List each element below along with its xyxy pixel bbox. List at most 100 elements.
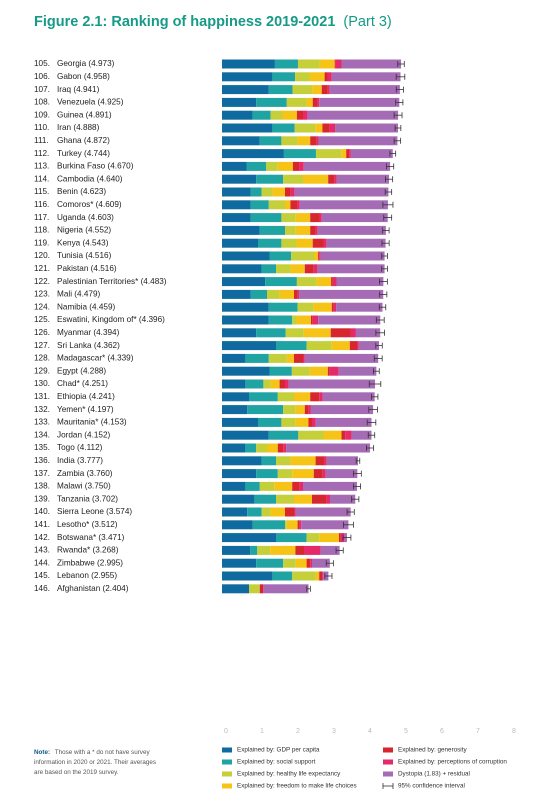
- bar-segment: [268, 85, 293, 95]
- bar-segment: [333, 302, 337, 312]
- bar-segment: [285, 225, 296, 235]
- rank-label: 140.: [34, 507, 50, 516]
- bar-segment: [326, 238, 386, 248]
- bar-segment: [269, 251, 292, 261]
- bar-segment: [324, 456, 327, 466]
- error-bar: [375, 317, 385, 323]
- rank-label: 137.: [34, 469, 50, 478]
- category-label: Iraq (4.941): [57, 85, 100, 94]
- bar-segment: [296, 277, 317, 287]
- bar-segment: [222, 289, 251, 299]
- bar-segment: [345, 430, 352, 440]
- bar-segment: [277, 443, 284, 453]
- bar-segment: [222, 494, 255, 504]
- legend-label: Explained by: social support: [237, 759, 316, 766]
- bar-segment: [283, 149, 316, 159]
- bar-segment: [246, 161, 267, 171]
- bar-segment: [252, 520, 285, 530]
- bar-segment: [298, 430, 324, 440]
- bar-segment: [222, 353, 246, 363]
- bar-segment: [222, 123, 273, 133]
- x-tick-label: 2: [296, 728, 300, 735]
- legend-label: Explained by: perceptions of corruption: [398, 759, 507, 766]
- error-bar: [368, 381, 382, 387]
- rank-label: 118.: [34, 226, 49, 235]
- bar-segment: [299, 161, 304, 171]
- rank-label: 132.: [34, 405, 50, 414]
- bar-segment: [254, 494, 276, 504]
- bar-segment: [312, 417, 316, 427]
- bar-segment: [222, 149, 284, 159]
- bar-segment: [257, 545, 271, 555]
- bar-segment: [272, 187, 285, 197]
- bar-segment: [310, 136, 317, 146]
- bar-segment: [256, 328, 286, 338]
- bar-segment: [247, 405, 284, 415]
- category-label: Egypt (4.288): [57, 366, 106, 375]
- bar-segment: [222, 97, 257, 107]
- error-bar: [351, 496, 360, 503]
- error-bar: [355, 457, 361, 464]
- category-label: Myanmar (4.394): [57, 328, 120, 337]
- rank-label: 110.: [34, 123, 49, 132]
- bar-segment: [259, 481, 275, 491]
- bar-segment: [269, 366, 292, 376]
- bar-segment: [279, 379, 285, 389]
- bar-segment: [222, 302, 269, 312]
- bar-segment: [292, 571, 316, 581]
- legend-label: Dystopia (1.83) + residual: [398, 771, 470, 778]
- error-bar: [352, 483, 362, 490]
- rank-label: 146.: [34, 584, 50, 593]
- bar-segment: [291, 251, 315, 261]
- bar-segment: [309, 366, 328, 376]
- bar-segment: [222, 264, 262, 274]
- category-label: Namibia (4.459): [57, 302, 116, 311]
- x-tick-label: 7: [476, 728, 480, 735]
- bar-segment: [222, 225, 260, 235]
- bar-segment: [279, 289, 294, 299]
- bar-segment: [319, 251, 321, 261]
- bar-segment: [286, 520, 298, 530]
- bar-segment: [294, 187, 389, 197]
- bar-segment: [318, 251, 320, 261]
- bar-segment: [270, 110, 283, 120]
- error-bar: [378, 304, 387, 311]
- bar-segment: [299, 481, 303, 491]
- x-tick-label: 0: [224, 728, 228, 735]
- bar-segment: [295, 417, 309, 427]
- bar-segment: [294, 494, 312, 504]
- bar-segment: [222, 417, 258, 427]
- bar-segment: [222, 456, 262, 466]
- bar-segment: [304, 264, 314, 274]
- rank-label: 125.: [34, 315, 50, 324]
- bar-segment: [276, 264, 291, 274]
- bar-segment: [312, 315, 319, 325]
- bar-segment: [308, 405, 311, 415]
- category-label: Ethiopia (4.241): [57, 392, 115, 401]
- bar-segment: [320, 251, 385, 261]
- note-line: information in 2020 or 2021. Their avera…: [34, 759, 156, 766]
- category-label: Chad* (4.251): [57, 379, 108, 388]
- legend-label: Explained by: freedom to make life choic…: [237, 783, 357, 790]
- category-label: Ghana (4.872): [57, 136, 110, 145]
- bar-segment: [250, 289, 267, 299]
- chart-title-group: Figure 2.1: Ranking of happiness 2019-20…: [34, 14, 392, 30]
- bar-segment: [222, 277, 266, 287]
- bar-segment: [327, 366, 330, 376]
- bar-segment: [283, 558, 296, 568]
- category-label: Gabon (4.958): [57, 72, 110, 81]
- bar-segment: [310, 315, 313, 325]
- category-label: Afghanistan (2.404): [57, 584, 129, 593]
- bar-segment: [307, 110, 399, 120]
- category-label: Rwanda* (3.268): [57, 546, 119, 555]
- bar-segment: [263, 584, 309, 594]
- rank-label: 130.: [34, 379, 50, 388]
- category-label: Comoros* (4.609): [57, 200, 122, 209]
- error-bar: [383, 214, 393, 221]
- legend-swatch: [222, 747, 232, 753]
- chart-title-part: (Part 3): [343, 14, 391, 30]
- x-tick-label: 6: [440, 728, 444, 735]
- error-bar: [382, 227, 390, 234]
- x-tick-label: 8: [512, 728, 516, 735]
- bar-segment: [268, 315, 293, 325]
